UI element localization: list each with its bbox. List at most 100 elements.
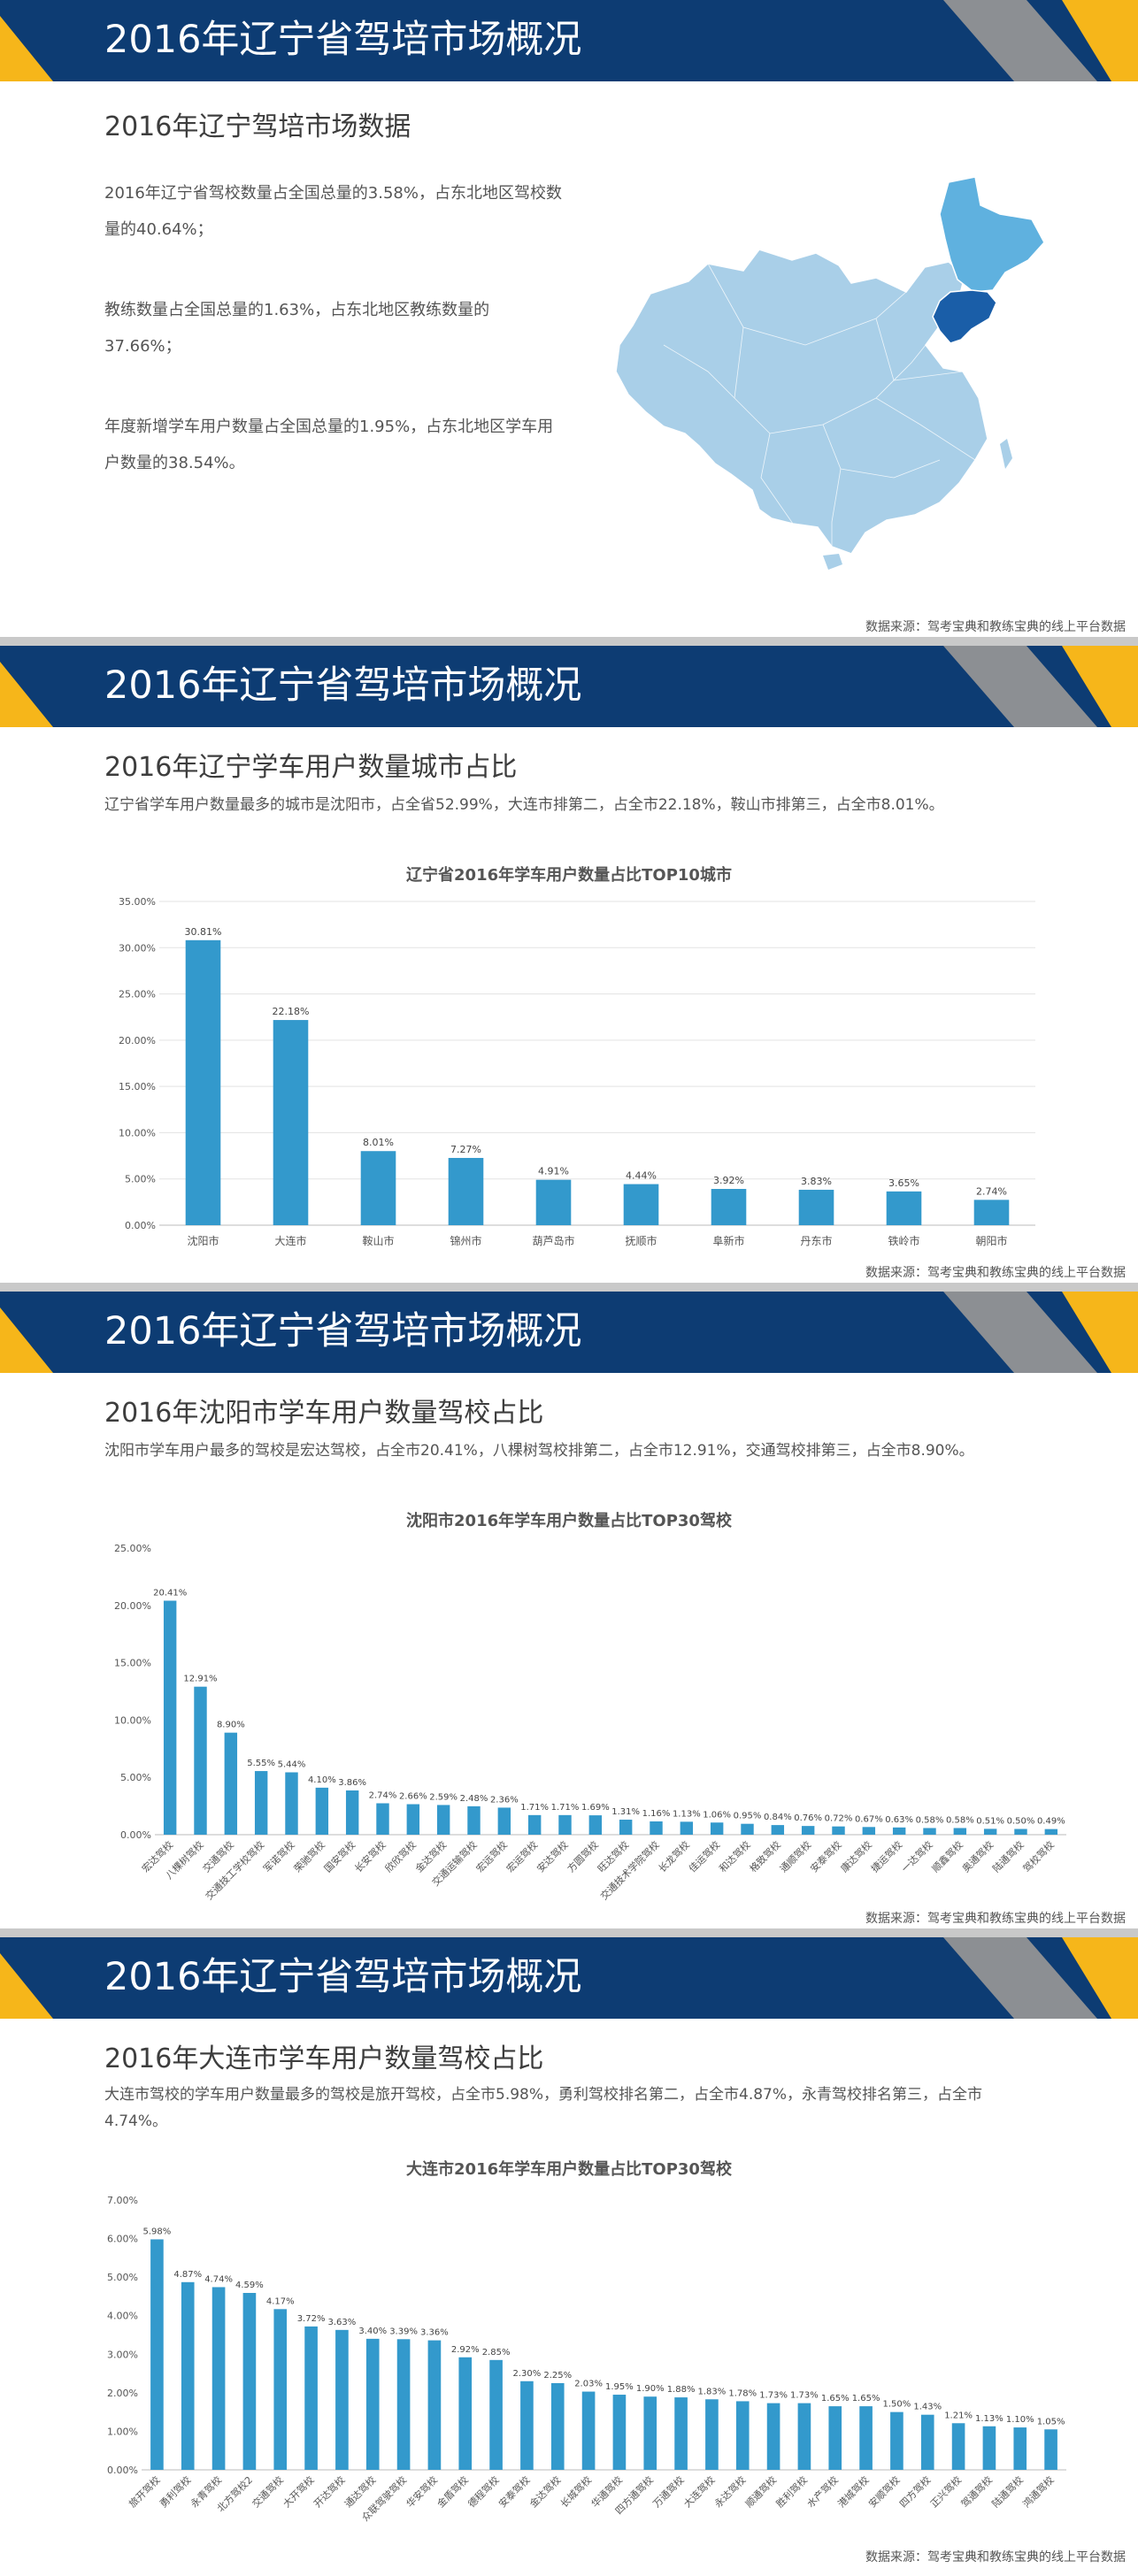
banner-title: 2016年辽宁省驾培市场概况 (104, 663, 582, 708)
y-tick-label: 25.00% (119, 989, 156, 1000)
x-category-label: 宏远驾校 (473, 1838, 510, 1874)
bar-value-label: 2.66% (399, 1792, 427, 1802)
bar (612, 2395, 627, 2470)
bar-value-label: 4.17% (266, 2296, 295, 2306)
bar-value-label: 1.31% (611, 1807, 640, 1817)
x-category-label: 长城驾校 (557, 2473, 594, 2510)
x-category-label: 安达驾校 (534, 1838, 571, 1874)
shenyang-bar-chart: 0.00% 5.00% 10.00% 15.00% 20.00% 25.00% 20.41%… (114, 1543, 1066, 1902)
y-tick-label: 6.00% (107, 2234, 138, 2245)
bar (150, 2239, 164, 2470)
bar-value-label: 1.05% (1037, 2417, 1065, 2426)
x-category-label: 大开驾校 (281, 2473, 317, 2510)
bar (923, 1828, 936, 1835)
x-category-label: 安泰驾校 (496, 2473, 533, 2510)
bar-value-label: 4.59% (235, 2281, 264, 2290)
bar (427, 2340, 442, 2470)
x-category-label: 朝阳市 (975, 1234, 1007, 1247)
bar (705, 2399, 719, 2470)
x-category-label: 一达驾校 (899, 1838, 935, 1874)
y-tick-label: 0.00% (125, 1220, 156, 1231)
bar (766, 2403, 780, 2470)
banner-title: 2016年辽宁省驾培市场概况 (104, 1955, 582, 1999)
x-category-label: 金达驾校 (527, 2473, 563, 2510)
bar (953, 1828, 967, 1835)
x-category-label: 安泰驾校 (808, 1838, 844, 1874)
bar-value-label: 1.73% (759, 2391, 788, 2401)
bar-value-label: 4.10% (308, 1775, 336, 1785)
x-category-label: 方圆驾校 (565, 1838, 601, 1874)
bar-value-label: 3.36% (420, 2328, 449, 2338)
x-category-label: 铁岭市 (888, 1234, 919, 1247)
bar-value-label: 1.83% (698, 2387, 727, 2396)
bar (315, 1787, 329, 1835)
northeast-region (939, 176, 1045, 293)
header-banner (0, 1937, 1138, 2019)
bar-value-label: 1.65% (852, 2394, 880, 2404)
bar-value-label: 2.74% (369, 1790, 397, 1800)
x-category-label: 康达驾校 (838, 1838, 874, 1874)
x-category-label: 陆通驾校 (990, 1838, 1027, 1874)
bar-value-label: 1.88% (667, 2385, 696, 2395)
bar-value-label: 0.72% (825, 1814, 853, 1824)
x-category-label: 捷运驾校 (868, 1838, 904, 1874)
x-category-label: 葫芦岛市 (532, 1234, 574, 1247)
slide-shenyang-share: 2016年辽宁省驾培市场概况 2016年沈阳市学车用户数量驾校占比 沈阳市学车用… (0, 1292, 1138, 1928)
bar (436, 1805, 450, 1835)
bar-value-label: 2.30% (513, 2369, 542, 2379)
x-category-label: 金盾驾校 (434, 2473, 471, 2510)
bar (973, 1200, 1010, 1225)
bar-value-label: 1.16% (642, 1809, 671, 1819)
y-tick-label: 0.00% (107, 2465, 138, 2476)
y-tick-label: 5.00% (107, 2272, 138, 2283)
bar-value-label: 4.91% (538, 1166, 569, 1177)
x-category-label: 驾校驾校 (1020, 1838, 1057, 1874)
slide-separator (0, 637, 1138, 646)
x-category-label: 荣驰驾校 (291, 1838, 327, 1874)
bar-value-label: 3.72% (297, 2314, 326, 2324)
bar (797, 2403, 811, 2470)
bar-value-label: 1.90% (636, 2384, 665, 2394)
taiwan-island (1000, 439, 1012, 469)
bar-value-label: 1.78% (728, 2388, 757, 2398)
x-category-label: 格致驾校 (747, 1838, 783, 1874)
bar (467, 1806, 481, 1835)
x-category-label: 顺鑫驾校 (929, 1838, 965, 1874)
bar (1014, 1828, 1027, 1835)
bar (185, 939, 221, 1225)
x-category-label: 交通驾校 (250, 2473, 286, 2510)
bar (406, 1804, 420, 1835)
x-category-label: 宏运驾校 (504, 1838, 540, 1874)
bar (650, 1821, 663, 1835)
bar (211, 2287, 226, 2470)
page-subtitle: 2016年大连市学车用户数量驾校占比 (104, 2043, 544, 2074)
bar (1013, 2427, 1027, 2470)
stat-paragraph: 年度新增学车用户数量占全国总量的1.95%，占东北地区学车用户数量的38.54%… (104, 418, 554, 472)
x-category-label: 抚顺市 (625, 1234, 657, 1247)
bar-value-label: 8.01% (363, 1137, 394, 1148)
bar (735, 2401, 750, 2470)
bar-value-label: 3.65% (888, 1177, 919, 1189)
bar (224, 1732, 238, 1835)
stat-paragraph: 教练数量占全国总量的1.63%，占东北地区教练数量的37.66%； (104, 301, 490, 356)
bar-value-label: 3.63% (328, 2318, 357, 2327)
bar-value-label: 0.84% (764, 1813, 792, 1822)
bar-value-label: 8.90% (217, 1721, 245, 1730)
bar (862, 1827, 876, 1835)
bar-value-label: 2.59% (429, 1792, 458, 1802)
page-description: 大连市驾校的学车用户数量最多的驾校是旅开驾校，占全市5.98%，勇利驾校排名第二… (104, 2086, 983, 2130)
bar-value-label: 1.71% (551, 1803, 580, 1813)
x-category-label: 奥通驾校 (959, 1838, 996, 1874)
x-category-label: 长安驾校 (352, 1838, 388, 1874)
y-tick-label: 5.00% (120, 1772, 151, 1783)
bar-value-label: 5.98% (143, 2227, 172, 2236)
x-category-label: 开达驾校 (311, 2473, 348, 2510)
liaoning-province (932, 289, 997, 344)
x-category-label: 顺通驾校 (742, 2473, 779, 2510)
bar-value-label: 1.13% (975, 2414, 1003, 2424)
bar (365, 2338, 380, 2470)
x-category-label: 长龙驾校 (656, 1838, 692, 1874)
bar (285, 1772, 298, 1835)
bar-value-label: 1.95% (605, 2382, 634, 2392)
bar (892, 1827, 906, 1835)
